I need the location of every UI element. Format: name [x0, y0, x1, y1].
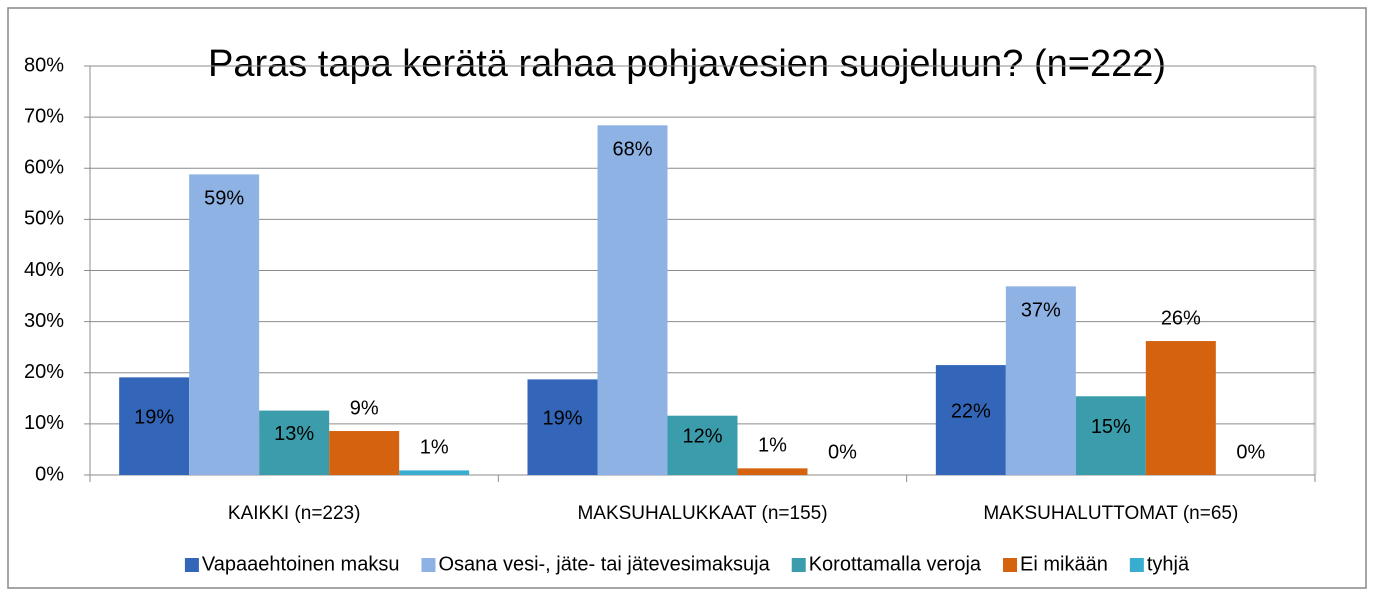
y-tick-label: 50% [24, 208, 64, 230]
y-tick-label: 20% [24, 361, 64, 383]
bar [119, 377, 190, 475]
bar [259, 410, 330, 475]
data-label: 59% [204, 188, 244, 210]
data-label: 0% [828, 441, 857, 463]
data-label: 68% [612, 139, 652, 161]
legend-label: Ei mikään [1020, 553, 1108, 575]
legend-label: Vapaaehtoinen maksu [202, 553, 400, 575]
bar [1075, 396, 1146, 475]
bar [667, 415, 738, 475]
legend-swatch [184, 558, 199, 572]
data-label: 19% [542, 407, 582, 429]
x-tick-label: MAKSUHALUTTOMAT (n=65) [983, 503, 1238, 524]
x-tick-label: KAIKKI (n=223) [228, 503, 361, 524]
legend-swatch [791, 558, 806, 572]
legend-label: tyhjä [1147, 553, 1190, 575]
data-label: 13% [274, 423, 314, 445]
data-label: 37% [1021, 300, 1061, 322]
legend-label: Korottamalla veroja [809, 553, 982, 575]
data-label: 26% [1161, 307, 1201, 329]
legend-swatch [1129, 558, 1144, 572]
data-label: 1% [758, 435, 787, 457]
x-tick-label: MAKSUHALUKKAAT (n=155) [577, 503, 827, 524]
data-label: 12% [682, 426, 722, 448]
chart-title: Paras tapa kerätä rahaa pohjavesien suoj… [208, 43, 1166, 85]
legend-swatch [421, 558, 436, 572]
bar [1145, 341, 1216, 475]
bar [329, 431, 400, 475]
y-tick-label: 0% [35, 463, 64, 485]
bar [597, 125, 668, 476]
y-tick-label: 30% [24, 310, 64, 332]
bar [737, 468, 808, 475]
data-label: 22% [951, 400, 991, 422]
y-tick-label: 10% [24, 412, 64, 434]
legend-swatch [1003, 558, 1018, 572]
bar [527, 379, 598, 475]
data-label: 0% [1236, 441, 1265, 463]
y-tick-label: 70% [24, 105, 64, 127]
data-label: 9% [350, 397, 379, 419]
y-tick-label: 80% [24, 54, 64, 76]
legend-label: Osana vesi-, jäte- tai jätevesimaksuja [438, 553, 770, 575]
bar [189, 174, 260, 475]
data-label: 19% [134, 406, 174, 428]
bar [399, 470, 470, 475]
bar [935, 365, 1006, 475]
y-tick-label: 40% [24, 259, 64, 281]
data-label: 15% [1091, 416, 1131, 438]
y-tick-label: 60% [24, 157, 64, 179]
data-label: 1% [420, 437, 449, 459]
bar [1005, 286, 1076, 475]
